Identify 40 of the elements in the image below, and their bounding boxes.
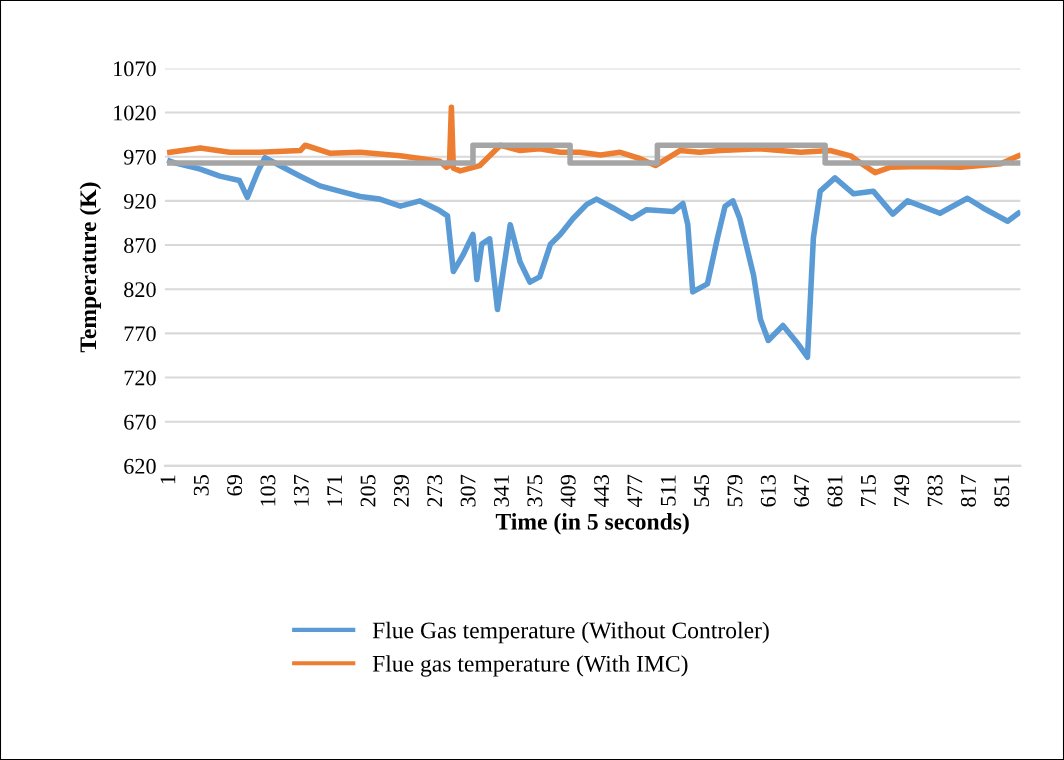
x-tick-label: 851 [994,475,1010,507]
x-tick-label: 69 [227,475,243,496]
x-tick-label: 341 [494,475,509,507]
x-tick-label: 239 [393,475,409,507]
x-tick-label: 477 [627,474,643,508]
y-tick-label: 620 [124,458,156,474]
y-tick-label: 820 [124,282,156,298]
x-tick-label: 409 [560,475,576,508]
x-tick-label: 273 [427,475,443,507]
x-axis-title: Time (in 5 seconds) [495,513,689,535]
x-tick-label: 103 [260,475,276,506]
y-tick-label: 770 [124,326,156,342]
legend-label: Flue gas temperature (With IMC) [372,655,688,677]
x-tick-label: 137 [293,474,309,506]
x-tick-label: 205 [360,475,376,507]
y-tick-label: 920 [123,193,156,209]
x-tick-label: 749 [894,475,910,507]
x-tick-label: 545 [694,475,710,507]
x-tick-label: 171 [327,475,342,506]
x-tick-label: 579 [727,475,743,507]
y-tick-label: 1070 [114,61,156,77]
legend-label: Flue Gas temperature (Without Controler) [372,621,769,644]
x-tick-label: 443 [594,475,609,508]
x-tick-label: 817 [960,474,976,507]
x-tick-label: 35 [193,475,209,496]
y-tick-label: 720 [124,370,156,386]
x-tick-label: 1 [160,475,176,484]
x-tick-label: 783 [927,475,943,507]
x-tick-label: 715 [860,475,876,507]
x-tick-label: 647 [794,474,810,507]
y-axis-title: Temperature (K) [79,182,102,353]
x-tick-label: 511 [660,475,676,506]
x-tick-label: 375 [527,475,543,507]
y-tick-label: 1020 [114,105,156,121]
x-tick-label: 681 [827,475,843,507]
x-tick-label: 307 [460,474,476,507]
y-tick-label: 970 [123,149,156,165]
y-tick-label: 870 [124,237,156,253]
x-tick-label: 613 [760,475,776,507]
y-tick-label: 670 [124,414,156,430]
